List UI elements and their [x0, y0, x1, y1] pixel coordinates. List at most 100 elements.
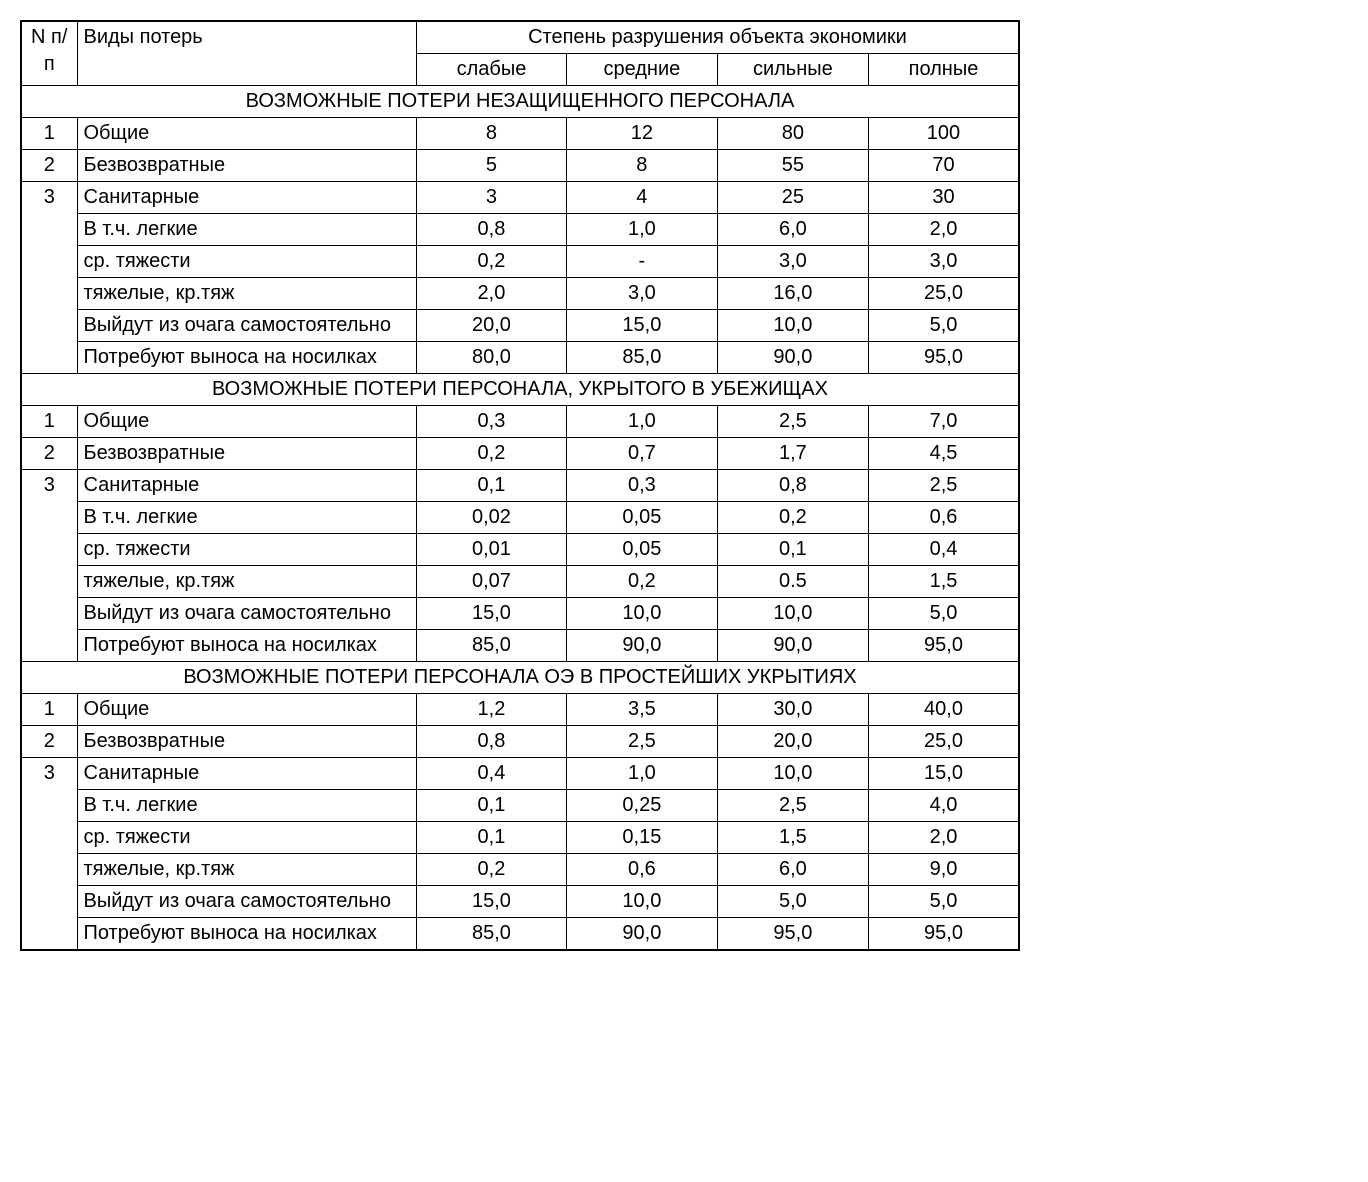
table-row: тяжелые, кр.тяж2,03,016,025,0 [21, 278, 1019, 310]
row-value: 1,5 [868, 566, 1019, 598]
table-row: 3Санитарные342530 [21, 182, 1019, 214]
row-value: 0,01 [416, 534, 566, 566]
row-value: 4 [566, 182, 717, 214]
row-value: 30,0 [717, 694, 868, 726]
row-label: Потребуют выноса на носилках [77, 342, 416, 374]
row-num [21, 630, 77, 662]
row-value: 85,0 [416, 918, 566, 951]
row-label: Безвозвратные [77, 150, 416, 182]
table-row: 2Безвозвратные585570 [21, 150, 1019, 182]
row-value: 6,0 [717, 854, 868, 886]
row-num [21, 246, 77, 278]
row-value: 0,8 [416, 726, 566, 758]
row-value: 0,3 [566, 470, 717, 502]
row-value: 1,5 [717, 822, 868, 854]
table-row: Потребуют выноса на носилках80,085,090,0… [21, 342, 1019, 374]
row-value: 0,1 [717, 534, 868, 566]
row-num: 1 [21, 694, 77, 726]
row-value: 2,5 [566, 726, 717, 758]
row-value: 30 [868, 182, 1019, 214]
table-row: В т.ч. легкие0,10,252,54,0 [21, 790, 1019, 822]
table-row: В т.ч. легкие0,81,06,02,0 [21, 214, 1019, 246]
row-value: 0,1 [416, 822, 566, 854]
row-value: 0,4 [416, 758, 566, 790]
row-value: 5,0 [868, 310, 1019, 342]
row-value: 25 [717, 182, 868, 214]
table-row: Выйдут из очага самостоятельно15,010,010… [21, 598, 1019, 630]
table-row: 1Общие81280100 [21, 118, 1019, 150]
row-value: 100 [868, 118, 1019, 150]
row-value: 2,0 [868, 214, 1019, 246]
row-value: 0.5 [717, 566, 868, 598]
table-row: ср. тяжести0,10,151,52,0 [21, 822, 1019, 854]
row-value: 0,6 [566, 854, 717, 886]
section-title: ВОЗМОЖНЫЕ ПОТЕРИ НЕЗАЩИЩЕННОГО ПЕРСОНАЛА [21, 86, 1019, 118]
row-num [21, 310, 77, 342]
table-row: 3Санитарные0,10,30,82,5 [21, 470, 1019, 502]
row-value: 0,07 [416, 566, 566, 598]
row-label: Санитарные [77, 182, 416, 214]
row-value: 25,0 [868, 726, 1019, 758]
row-value: 8 [416, 118, 566, 150]
table-row: Потребуют выноса на носилках85,090,095,0… [21, 918, 1019, 951]
row-value: 0,2 [416, 854, 566, 886]
row-value: - [566, 246, 717, 278]
row-value: 0,6 [868, 502, 1019, 534]
row-value: 0,15 [566, 822, 717, 854]
row-value: 90,0 [566, 630, 717, 662]
col-c1: слабые [416, 54, 566, 86]
row-value: 0,8 [717, 470, 868, 502]
row-label: тяжелые, кр.тяж [77, 854, 416, 886]
row-label: Потребуют выноса на носилках [77, 918, 416, 951]
row-value: 6,0 [717, 214, 868, 246]
row-value: 85,0 [416, 630, 566, 662]
row-value: 85,0 [566, 342, 717, 374]
row-value: 15,0 [416, 598, 566, 630]
row-value: 3,0 [717, 246, 868, 278]
col-group: Степень разрушения объекта экономики [416, 21, 1019, 54]
row-label: В т.ч. легкие [77, 790, 416, 822]
row-value: 9,0 [868, 854, 1019, 886]
row-label: Потребуют выноса на носилках [77, 630, 416, 662]
table-row: 1Общие1,23,530,040,0 [21, 694, 1019, 726]
row-value: 10,0 [717, 598, 868, 630]
row-value: 90,0 [566, 918, 717, 951]
row-value: 55 [717, 150, 868, 182]
row-value: 20,0 [416, 310, 566, 342]
row-num: 2 [21, 150, 77, 182]
row-num: 2 [21, 726, 77, 758]
row-value: 80,0 [416, 342, 566, 374]
row-num [21, 566, 77, 598]
row-label: Санитарные [77, 758, 416, 790]
row-value: 1,2 [416, 694, 566, 726]
row-value: 1,0 [566, 406, 717, 438]
row-num [21, 502, 77, 534]
row-label: Выйдут из очага самостоятельно [77, 886, 416, 918]
row-value: 4,5 [868, 438, 1019, 470]
row-value: 10,0 [717, 310, 868, 342]
col-c4: полные [868, 54, 1019, 86]
row-value: 1,7 [717, 438, 868, 470]
row-value: 95,0 [868, 630, 1019, 662]
row-num: 1 [21, 118, 77, 150]
row-value: 20,0 [717, 726, 868, 758]
table-row: 2Безвозвратные0,82,520,025,0 [21, 726, 1019, 758]
row-value: 0,7 [566, 438, 717, 470]
row-value: 0,05 [566, 502, 717, 534]
table-row: Потребуют выноса на носилках85,090,090,0… [21, 630, 1019, 662]
row-value: 1,0 [566, 214, 717, 246]
row-value: 10,0 [566, 886, 717, 918]
row-value: 2,5 [717, 790, 868, 822]
row-value: 0,1 [416, 790, 566, 822]
row-label: Выйдут из очага самостоятельно [77, 598, 416, 630]
row-value: 7,0 [868, 406, 1019, 438]
row-num: 3 [21, 470, 77, 502]
row-num [21, 854, 77, 886]
row-value: 15,0 [868, 758, 1019, 790]
row-label: тяжелые, кр.тяж [77, 566, 416, 598]
row-value: 2,5 [717, 406, 868, 438]
row-value: 5,0 [717, 886, 868, 918]
row-label: Безвозвратные [77, 438, 416, 470]
row-value: 15,0 [416, 886, 566, 918]
row-label: ср. тяжести [77, 246, 416, 278]
